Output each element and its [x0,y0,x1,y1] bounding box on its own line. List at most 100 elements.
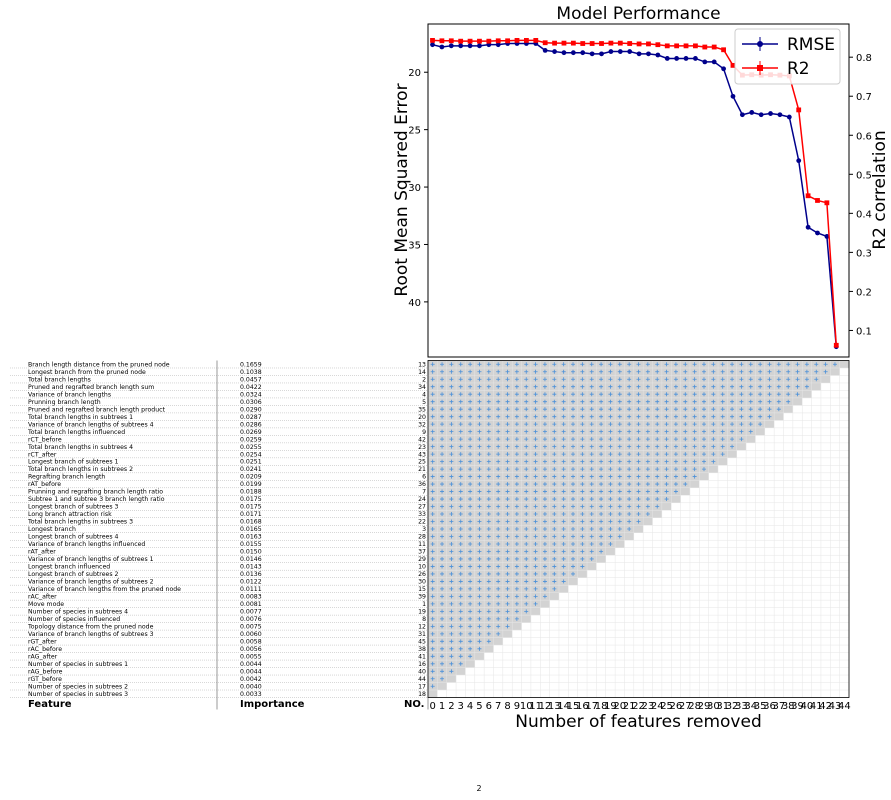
r2-point [486,38,492,44]
grid-plus-marker [524,474,529,479]
grid-plus-marker [542,527,547,531]
grid-plus-marker [571,482,576,487]
grid-plus-marker [720,422,725,427]
grid-plus-marker [440,362,445,367]
grid-plus-marker [664,384,669,389]
grid-plus-marker [701,362,706,367]
grid-plus-marker [627,392,632,397]
grid-plus-marker [814,377,819,382]
grid-plus-marker [430,407,435,412]
grid-plus-marker [458,534,463,539]
grid-plus-marker [486,444,491,449]
grid-plus-marker [664,467,669,472]
feature-table: Branch length distance from the pruned n… [10,360,429,710]
legend-label: R2 [787,59,810,79]
grid-plus-marker [627,467,632,472]
grid-plus-marker [655,497,660,502]
grid-plus-marker [458,377,463,382]
grid-plus-marker [468,482,473,487]
grid-plus-marker [589,549,594,554]
grid-plus-marker [645,399,650,404]
feature-no: 25 [418,459,426,466]
grid-plus-marker [449,414,454,419]
feature-no: 2 [422,376,426,383]
grid-plus-marker [440,474,445,479]
feature-no: 16 [418,661,426,668]
grid-plus-marker [636,422,641,427]
grid-plus-marker [449,504,454,509]
grid-plus-marker [730,362,735,367]
grid-plus-marker [692,444,697,449]
feature-no: 3 [422,526,426,533]
grid-plus-marker [739,422,744,427]
grid-plus-marker [636,504,641,509]
grid-plus-marker [430,474,435,479]
grid-plus-marker [449,429,454,434]
grid-plus-marker [449,534,454,539]
grid-plus-marker [720,392,725,397]
grid-plus-marker [617,519,622,524]
grid-plus-marker [449,369,454,374]
grid-plus-marker [739,377,744,382]
header-feature: Feature [28,699,72,710]
grid-plus-marker [673,414,678,419]
grid-plus-marker [589,459,594,464]
grid-plus-marker [571,541,576,546]
grid-plus-marker [486,414,491,419]
grid-plus-marker [514,541,519,546]
grid-plus-marker [440,661,445,666]
grid-plus-marker [739,399,744,404]
grid-plus-marker [440,639,445,644]
grid-plus-marker [655,414,660,419]
grid-plus-marker [571,556,576,561]
importance-value: 0.0251 [240,459,262,466]
grid-plus-marker [430,527,435,531]
grid-plus-marker [627,437,632,442]
grid-plus-marker [449,467,454,472]
grid-plus-marker [468,362,473,367]
feature-no: 29 [418,556,426,563]
grid-plus-marker [542,534,547,539]
grid-plus-marker [440,482,445,487]
grid-x-tick: 42 [819,701,832,712]
grid-plus-marker [655,392,660,397]
grid-plus-marker [440,609,445,614]
grid-plus-marker [514,497,519,502]
rmse-point [786,114,792,120]
grid-plus-marker [505,519,510,524]
grid-plus-marker [514,527,519,531]
grid-plus-marker [542,564,547,569]
grid-plus-marker [505,384,510,389]
grid-x-tick: 29 [698,701,711,712]
grid-plus-marker [608,437,613,442]
grid-plus-marker [477,564,482,569]
importance-value: 0.0163 [240,534,262,541]
grid-plus-marker [468,399,473,404]
grid-plus-marker [533,549,538,554]
grid-plus-marker [542,437,547,442]
grid-plus-marker [430,534,435,539]
grid-plus-marker [627,407,632,412]
grid-plus-marker [477,362,482,367]
grid-plus-marker [477,646,482,651]
grid-plus-marker [449,384,454,389]
feature-name: rAC_before [28,646,62,653]
grid-plus-marker [486,467,491,472]
grid-plus-marker [608,452,613,457]
grid-plus-marker [430,429,435,434]
grid-plus-marker [589,422,594,427]
grid-plus-marker [458,541,463,546]
y2-tick-label: 0.5 [856,170,872,181]
grid-plus-marker [430,586,435,591]
grid-plus-marker [711,414,716,419]
grid-plus-marker [440,429,445,434]
grid-plus-marker [683,429,688,434]
grid-plus-marker [440,527,445,531]
grid-plus-marker [776,384,781,389]
grid-plus-marker [664,429,669,434]
grid-plus-marker [617,497,622,502]
grid-plus-marker [580,399,585,404]
grid-plus-marker [440,579,445,584]
grid-plus-marker [458,497,463,502]
grid-plus-marker [627,452,632,457]
